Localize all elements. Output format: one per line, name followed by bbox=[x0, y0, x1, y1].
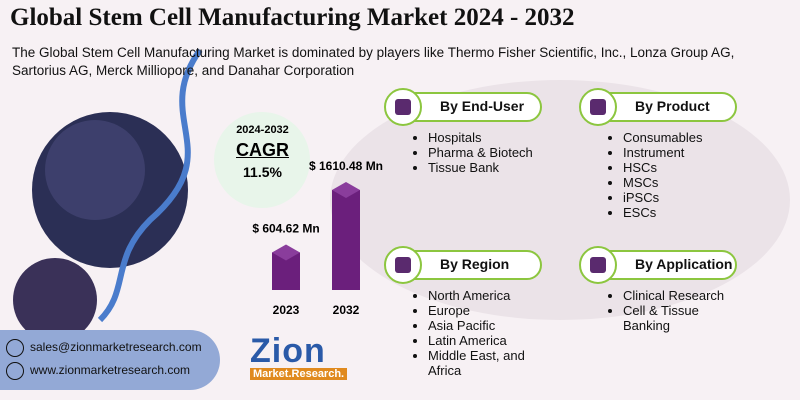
title: Global Stem Cell Manufacturing Market 20… bbox=[10, 4, 575, 31]
value-label: $ 1610.48 Mn bbox=[309, 160, 383, 173]
cagr-label: CAGR bbox=[236, 140, 289, 160]
segment-item: Instrument bbox=[623, 145, 743, 160]
segment-item: ESCs bbox=[623, 205, 743, 220]
web-icon bbox=[6, 362, 24, 380]
segment-header: By Application bbox=[579, 246, 737, 284]
segment-header: By End-User bbox=[384, 88, 542, 126]
segment-item: Asia Pacific bbox=[428, 318, 548, 333]
email-icon bbox=[6, 339, 24, 357]
subtitle: The Global Stem Cell Manufacturing Marke… bbox=[12, 45, 735, 78]
segment: By End-User HospitalsPharma & BiotechTiss… bbox=[384, 88, 578, 175]
segment: By Region North AmericaEuropeAsia Pacific… bbox=[384, 246, 578, 378]
segment-icon bbox=[384, 88, 422, 126]
dna bbox=[97, 48, 203, 323]
contact: sales@zionmarketresearch.com www.zionmar… bbox=[0, 330, 220, 390]
bar-top bbox=[332, 182, 360, 198]
segment-item: Cell & Tissue Banking bbox=[623, 303, 743, 333]
segment-list: ConsumablesInstrumentHSCsMSCsiPSCsESCs bbox=[605, 130, 743, 220]
cell-image bbox=[13, 258, 97, 342]
email: sales@zionmarketresearch.com bbox=[30, 340, 202, 354]
cagr-period: 2024-2032 bbox=[236, 124, 289, 136]
segment-item: HSCs bbox=[623, 160, 743, 175]
value-label: $ 604.62 Mn bbox=[252, 221, 319, 235]
segment-list: HospitalsPharma & BiotechTissue Bank bbox=[410, 130, 548, 175]
segment-icon bbox=[384, 246, 422, 284]
cagr-value: 11.5% bbox=[243, 164, 282, 180]
icon-glyph bbox=[590, 99, 606, 115]
segment-title: By End-User bbox=[440, 98, 525, 114]
segment-icon bbox=[579, 246, 617, 284]
segment-title: By Product bbox=[635, 98, 710, 114]
segment-list: Clinical ResearchCell & Tissue Banking bbox=[605, 288, 743, 333]
bar-top bbox=[272, 244, 300, 261]
segment-item: Middle East, and Africa bbox=[428, 348, 548, 378]
segment-item: iPSCs bbox=[623, 190, 743, 205]
segment-title: By Application bbox=[635, 256, 733, 272]
segment: By Application Clinical ResearchCell & Ti… bbox=[579, 246, 773, 333]
cell-image bbox=[45, 120, 145, 220]
x-label: 2023 bbox=[273, 303, 300, 317]
segment: By Product ConsumablesInstrumentHSCsMSCsi… bbox=[579, 88, 773, 220]
segment-item: Pharma & Biotech bbox=[428, 145, 548, 160]
bar-chart: $ 604.62 Mn 2023 $ 1610.48 Mn 2032 bbox=[252, 160, 383, 317]
icon-glyph bbox=[395, 257, 411, 273]
segment-item: Consumables bbox=[623, 130, 743, 145]
bar bbox=[332, 190, 360, 290]
segment-icon bbox=[579, 88, 617, 126]
segment-item: Hospitals bbox=[428, 130, 548, 145]
segment-item: MSCs bbox=[623, 175, 743, 190]
segment-item: North America bbox=[428, 288, 548, 303]
segment-header: By Product bbox=[579, 88, 737, 126]
segment-item: Latin America bbox=[428, 333, 548, 348]
website: www.zionmarketresearch.com bbox=[30, 363, 191, 377]
icon-glyph bbox=[590, 257, 606, 273]
icon-glyph bbox=[395, 99, 411, 115]
segment-item: Tissue Bank bbox=[428, 160, 548, 175]
segment-item: Clinical Research bbox=[623, 288, 743, 303]
segment-item: Europe bbox=[428, 303, 548, 318]
x-label: 2032 bbox=[333, 303, 360, 317]
segment-title: By Region bbox=[440, 256, 510, 272]
logo-name: Zion bbox=[250, 332, 326, 370]
logo-tagline: Market.Research. bbox=[250, 368, 348, 380]
cagr-bg bbox=[214, 112, 310, 208]
segment-list: North AmericaEuropeAsia PacificLatin Ame… bbox=[410, 288, 548, 378]
segment-header: By Region bbox=[384, 246, 542, 284]
